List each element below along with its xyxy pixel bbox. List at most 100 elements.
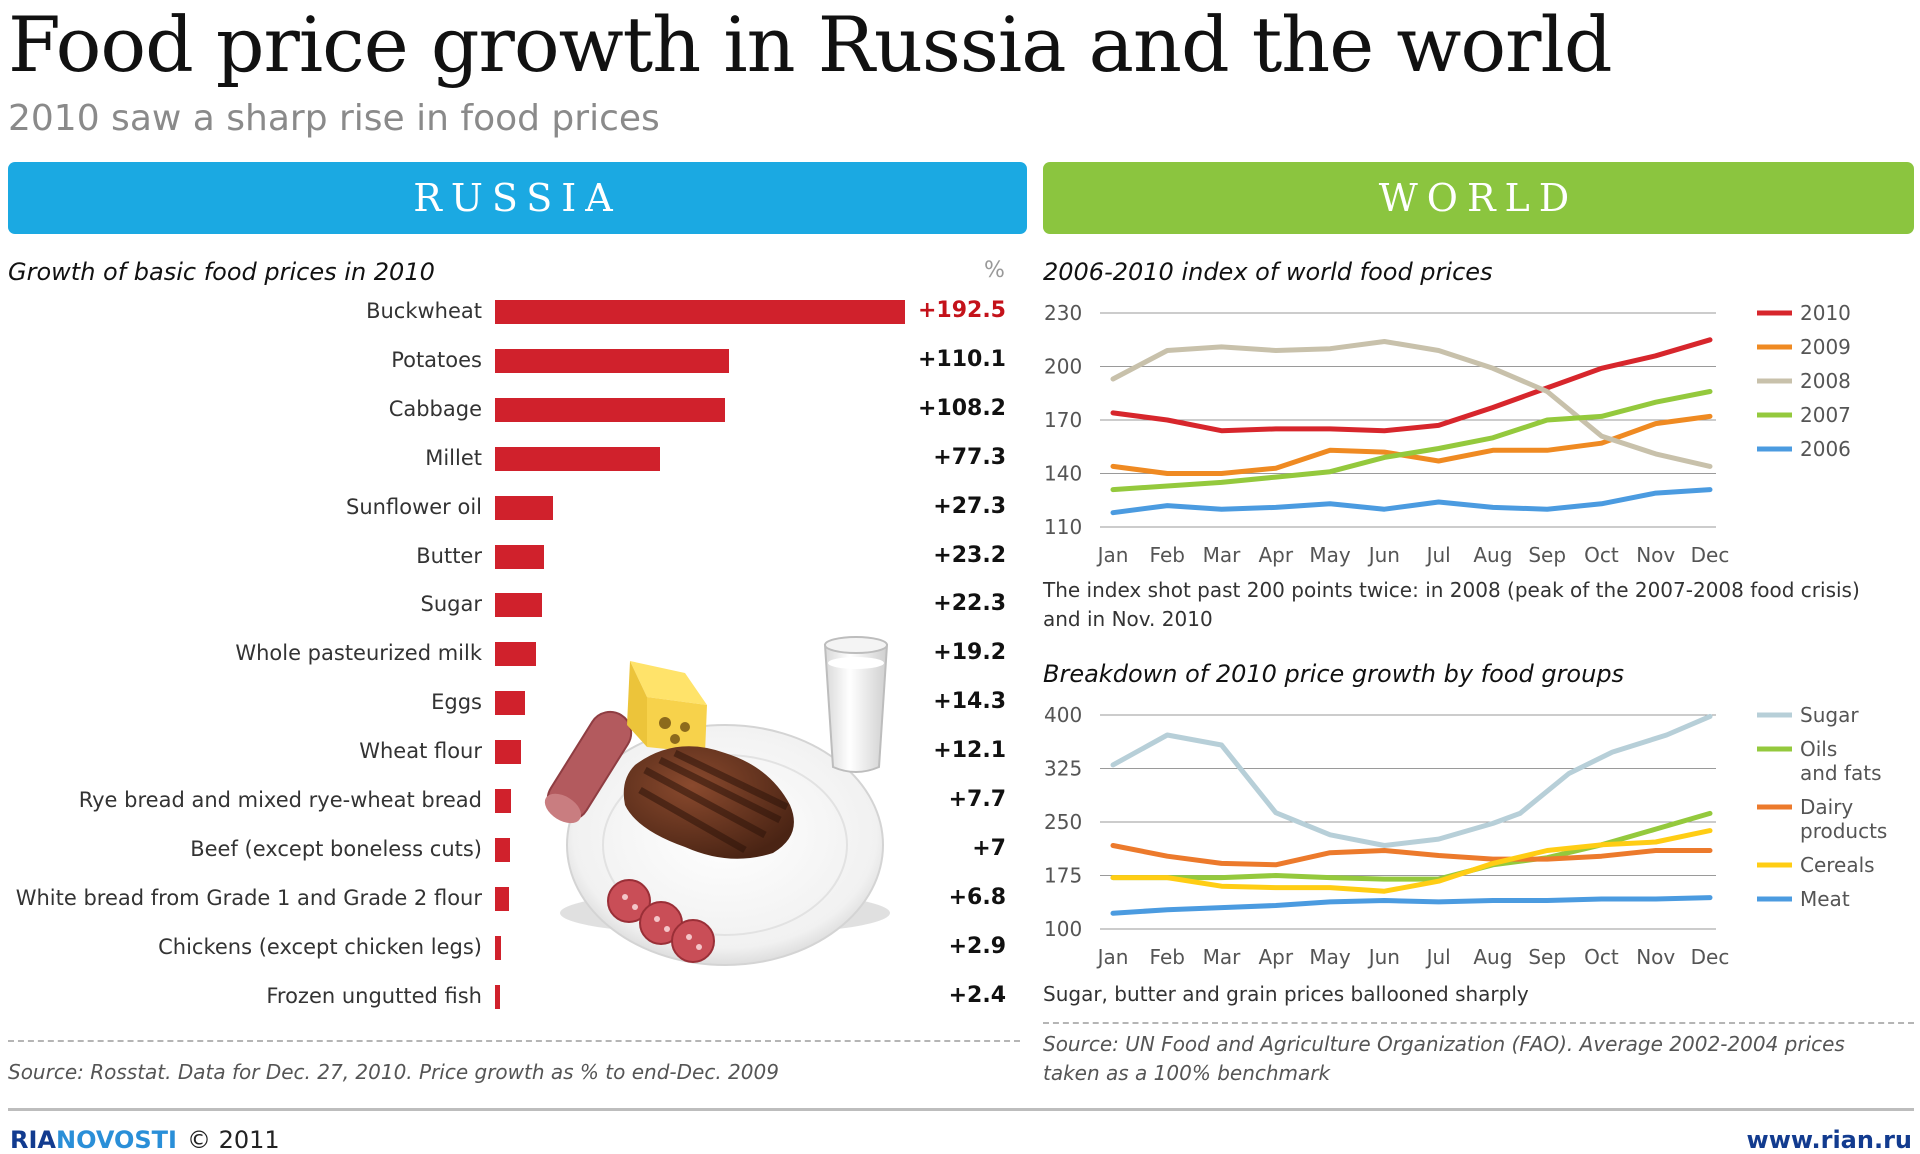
russia-bar-chart: Buckwheat Potatoes Cabbage Millet Sunflower …: [0, 298, 1020, 1040]
bar: [495, 984, 501, 1009]
x-tick-label: Dec: [1691, 945, 1730, 969]
x-tick-label: Nov: [1636, 543, 1675, 567]
x-tick-label: Dec: [1691, 543, 1730, 567]
steak: [623, 746, 794, 859]
copyright-year: © 2011: [186, 1126, 280, 1154]
y-tick-label: 170: [1044, 408, 1082, 432]
x-tick-label: Nov: [1636, 945, 1675, 969]
world-banner: WORLD: [1043, 162, 1914, 234]
bar-value-column: +192.5 +110.1 +108.2 +77.3 +27.3 +23.2 +22.3 +1…: [900, 298, 1006, 1040]
bar-value-label: +27.3: [933, 493, 1006, 519]
russia-chart-title: Growth of basic food prices in 2010: [8, 258, 435, 286]
bar-value-label: +12.1: [933, 738, 1006, 764]
bar: [495, 935, 502, 960]
world-index-note: The index shot past 200 points twice: in…: [1043, 578, 1860, 631]
bar-value-label: +14.3: [933, 689, 1006, 715]
site-link[interactable]: www.rian.ru: [1746, 1126, 1912, 1154]
bar-label: Chickens (except chicken legs): [158, 934, 482, 959]
bar: [495, 691, 526, 716]
bar-value-label: +7.7: [948, 787, 1006, 812]
x-tick-label: May: [1309, 543, 1351, 567]
bar-label: Eggs: [431, 690, 482, 715]
x-tick-label: Aug: [1473, 543, 1512, 567]
world-divider: [1043, 1022, 1914, 1024]
bar: [495, 397, 726, 422]
bar-value-label: +19.2: [933, 640, 1006, 666]
bar-value-label: +2.9: [948, 933, 1006, 959]
y-tick-label: 100: [1044, 917, 1082, 941]
x-tick-label: Jun: [1367, 945, 1400, 969]
bar-label: Beef (except boneless cuts): [190, 836, 482, 861]
russia-source: Source: Rosstat. Data for Dec. 27, 2010.…: [8, 1060, 779, 1084]
bar: [495, 446, 660, 471]
bar-label: Potatoes: [391, 347, 482, 372]
food-groups-chart: 100 175 250 325 400 Jan Feb Mar Apr May Jun Jul Aug S…: [1044, 703, 1887, 969]
bar-value-label: +108.2: [917, 395, 1006, 421]
series-line: [1110, 828, 1713, 894]
x-tick-label: Mar: [1203, 543, 1242, 567]
x-tick-label: Oct: [1584, 543, 1619, 567]
x-tick-label: Sep: [1528, 945, 1566, 969]
series-line: [1110, 337, 1713, 434]
bar-label: Millet: [425, 445, 482, 470]
bar-label: Cabbage: [388, 396, 482, 421]
bar-value-label: +110.1: [917, 346, 1006, 372]
milk-glass: [823, 636, 889, 773]
bar-label-column: Buckwheat Potatoes Cabbage Millet Sunflower …: [0, 299, 482, 1040]
series-line: [1110, 895, 1713, 916]
bar-value-label: +6.8: [948, 884, 1006, 910]
bar: [495, 789, 512, 813]
x-tick-label: Feb: [1150, 945, 1185, 969]
x-tick-label: Feb: [1150, 543, 1185, 567]
bar-label: Wheat flour: [359, 739, 482, 764]
bar-value-label: +22.3: [933, 591, 1006, 617]
y-tick-label: 110: [1044, 515, 1082, 539]
legend-label: 2006: [1800, 437, 1851, 461]
bar-label: Butter: [416, 543, 482, 568]
y-tick-label: 400: [1044, 703, 1082, 727]
bar-value-label: +192.5: [917, 298, 1006, 323]
bar-value-label: +77.3: [933, 444, 1006, 470]
bar: [495, 348, 730, 373]
page-subtitle: 2010 saw a sharp rise in food prices: [8, 98, 660, 139]
bar-label: Whole pasteurized milk: [235, 641, 482, 666]
x-tick-label: Aug: [1473, 945, 1512, 969]
food-groups-note: Sugar, butter and grain prices ballooned…: [1043, 982, 1529, 1006]
logo-novosti: NOVOSTI: [55, 1126, 177, 1154]
russia-divider: [8, 1040, 1020, 1042]
world-source: Source: UN Food and Agriculture Organiza…: [1043, 1032, 1845, 1085]
bar: [495, 544, 545, 569]
y-tick-label: 325: [1044, 757, 1082, 781]
series-line: [1110, 713, 1713, 848]
logo-ria: RIA: [10, 1126, 56, 1154]
y-tick-label: 200: [1044, 355, 1082, 379]
russia-banner: RUSSIA: [8, 162, 1027, 234]
footer-rule: [8, 1108, 1914, 1111]
bar: [495, 642, 536, 667]
food-plate-illustration: [544, 636, 890, 966]
x-tick-label: Jul: [1425, 543, 1451, 567]
x-tick-label: Jun: [1367, 543, 1400, 567]
bar-label: Frozen ungutted fish: [266, 983, 482, 1008]
world-index-chart-title: 2006-2010 index of world food prices: [1043, 258, 1493, 286]
series-line: [1110, 843, 1713, 868]
bar: [495, 740, 521, 765]
series-line: [1110, 339, 1713, 469]
percent-unit-label: %: [984, 258, 1005, 283]
legend-label: Meat: [1800, 887, 1850, 911]
cheese-wedge: [627, 661, 707, 753]
x-tick-label: Mar: [1203, 945, 1242, 969]
bar-column: [495, 300, 915, 1040]
bar-label: Rye bread and mixed rye-wheat bread: [78, 788, 482, 812]
y-tick-label: 230: [1044, 301, 1082, 325]
bar-label: White bread from Grade 1 and Grade 2 flo…: [15, 885, 482, 910]
x-tick-label: Oct: [1584, 945, 1619, 969]
x-tick-label: Jul: [1425, 945, 1451, 969]
x-tick-label: Sep: [1528, 543, 1566, 567]
food-groups-chart-title: Breakdown of 2010 price growth by food g…: [1043, 660, 1625, 688]
x-tick-label: May: [1309, 945, 1351, 969]
bar-value-label: +23.2: [933, 542, 1006, 568]
x-tick-label: Jan: [1096, 543, 1129, 567]
page-title: Food price growth in Russia and the worl…: [8, 0, 1612, 89]
bar: [495, 886, 510, 911]
